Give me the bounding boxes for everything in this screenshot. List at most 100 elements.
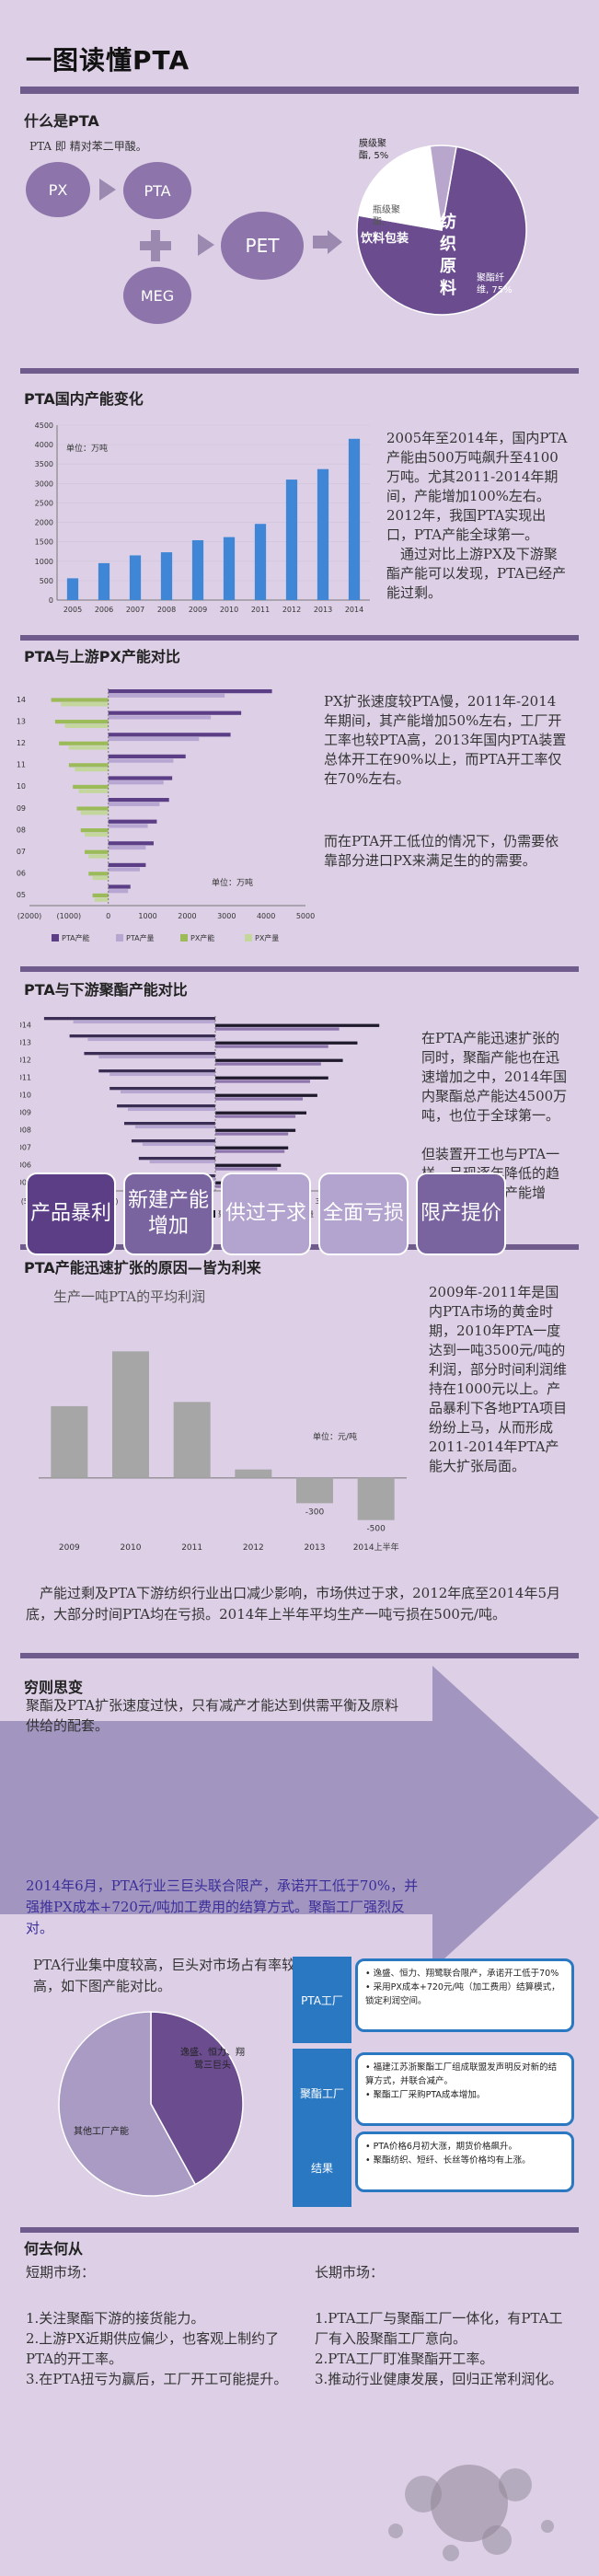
- pie-label-textile: 纺织原料: [440, 213, 456, 298]
- bar: [215, 1132, 289, 1136]
- title-divider: [20, 87, 579, 94]
- x-tick-label: (2000): [17, 912, 42, 920]
- y-tick-label: 0: [49, 596, 53, 605]
- section-divider: [20, 2227, 579, 2233]
- step-box-2: 新建产能增加: [123, 1172, 213, 1255]
- bar: [254, 524, 267, 600]
- pie-label-fiber: 聚酯纤 维, 75%: [477, 273, 513, 295]
- y-tick-label: 2000: [35, 519, 53, 527]
- change-intro: 聚酯及PTA扩张速度过快，只有减产才能达到供需平衡及原料供给的配套。: [26, 1697, 399, 1734]
- plus-icon: [140, 230, 171, 261]
- data-label: -500: [366, 1525, 386, 1534]
- bar: [215, 1080, 310, 1083]
- px-node: PX: [26, 162, 90, 217]
- bar: [317, 468, 329, 600]
- y-tick-label: 500: [40, 577, 53, 585]
- section-what-is-pta-title: 什么是PTA: [24, 112, 99, 130]
- bar: [215, 1149, 285, 1153]
- profit-paragraph-2: 产能过剩及PTA下游纺织行业出口减少影响，市场供过于求，2012年底至2014年…: [26, 1585, 561, 1623]
- x-tick-label: 3000: [217, 912, 236, 920]
- bar: [68, 745, 109, 750]
- bar: [215, 1058, 343, 1062]
- x-tick-label: 2012: [282, 606, 301, 614]
- y-tick-label: 4500: [35, 422, 53, 430]
- end-use-pie: [356, 144, 527, 316]
- flow-tag-pta: PTA工厂: [293, 1957, 351, 2043]
- bar: [92, 893, 109, 898]
- x-tick-label: 2006: [95, 606, 113, 614]
- short-term-item: 1.关注聚酯下游的接货能力。: [26, 2310, 205, 2327]
- pta-definition: PTA 即 精对苯二甲酸。: [29, 140, 147, 153]
- bar: [223, 537, 236, 600]
- legend-label: PX产能: [190, 933, 214, 942]
- page-title: 一图读懂PTA: [26, 45, 190, 75]
- bar: [109, 1087, 215, 1091]
- bar: [215, 1097, 304, 1101]
- y-tick-label: 2009: [20, 1109, 31, 1117]
- bar: [149, 1160, 215, 1164]
- bar: [112, 1351, 149, 1478]
- bar: [54, 720, 109, 724]
- section-profit-title: PTA产能迅速扩张的原因—皆为利来: [24, 1259, 261, 1276]
- bar: [215, 1128, 296, 1132]
- bar: [215, 1115, 296, 1118]
- polyester-paragraph-1: 在PTA产能迅速扩张的同时，聚酯产能也在迅速增加之中，2014年国内聚酯总产能达…: [421, 1030, 568, 1124]
- profit-chart-subtitle: 生产一吨PTA的平均利润: [53, 1288, 206, 1305]
- x-tick-label: 2007: [126, 606, 144, 614]
- y-tick-label: 2011: [20, 1074, 31, 1082]
- x-tick-label: 2013: [305, 1543, 326, 1553]
- bar: [215, 1111, 306, 1115]
- bar: [124, 1122, 215, 1126]
- px-paragraph-2: 而在PTA开工低位的情况下，仍需要依靠部分进口PX来满足生的的需要。: [324, 833, 559, 869]
- y-tick-label: 1500: [35, 538, 53, 547]
- x-tick-label: 2000: [178, 912, 196, 920]
- bar: [92, 875, 109, 881]
- x-tick-label: 0: [106, 912, 110, 920]
- bar: [69, 1034, 215, 1038]
- short-term-item: 2.上游PX近期供应偏少，也客观上制约了PTA的开工率。: [26, 2330, 280, 2367]
- section-outlook-title: 何去何从: [24, 2240, 84, 2258]
- flow-tag-result: 结果: [293, 2128, 351, 2207]
- legend-label: PTA产量: [126, 933, 155, 942]
- bar: [173, 1402, 211, 1478]
- y-tick-label: 2010: [20, 1092, 31, 1100]
- x-tick-label: 1000: [138, 912, 156, 920]
- x-tick-label: 2014上半年: [353, 1542, 399, 1553]
- flow-panel-result: • PTA价格6月初大涨，期货价格飙升。 • 聚酯纺织、短纤、长丝等价格均有上涨。: [355, 2131, 574, 2192]
- bar: [59, 741, 109, 745]
- bar: [108, 693, 225, 698]
- bar: [88, 854, 109, 859]
- bar: [215, 1076, 328, 1080]
- pie-slice: [357, 145, 443, 231]
- y-tick-label: 2500: [35, 499, 53, 507]
- x-tick-label: 2013: [314, 606, 332, 614]
- short-term-list: 1.关注聚酯下游的接货能力。 2.上游PX近期供应偏少，也客观上制约了PTA的开…: [26, 2308, 293, 2389]
- bar: [66, 578, 79, 600]
- bar: [108, 802, 160, 806]
- legend-swatch: [52, 934, 59, 941]
- long-term-item: 2.PTA工厂盯准聚酯开工率。: [315, 2351, 494, 2367]
- x-tick-label: 2009: [189, 606, 207, 614]
- bar: [108, 798, 169, 803]
- bar: [117, 1104, 215, 1108]
- data-label: -300: [305, 1507, 325, 1517]
- pta-node: PTA: [123, 162, 191, 219]
- bar: [285, 479, 298, 600]
- pie-label-others: 其他工厂产能: [74, 2127, 129, 2137]
- step-box-4: 全面亏损: [318, 1172, 409, 1255]
- bar: [78, 789, 109, 793]
- bar: [76, 806, 109, 811]
- y-tick-label: 2012: [17, 739, 26, 747]
- section-divider: [20, 966, 579, 972]
- bar: [215, 1093, 317, 1097]
- pie-slice: [58, 2011, 197, 2197]
- y-tick-label: 2006: [17, 870, 26, 878]
- bar: [215, 1045, 328, 1048]
- bar: [138, 1157, 215, 1161]
- meg-node: MEG: [123, 267, 191, 324]
- bar: [108, 689, 272, 694]
- bar: [235, 1469, 272, 1478]
- pie-label-bottle: 瓶级聚 酯,: [373, 205, 400, 227]
- bar: [191, 539, 204, 600]
- legend-swatch: [180, 934, 188, 941]
